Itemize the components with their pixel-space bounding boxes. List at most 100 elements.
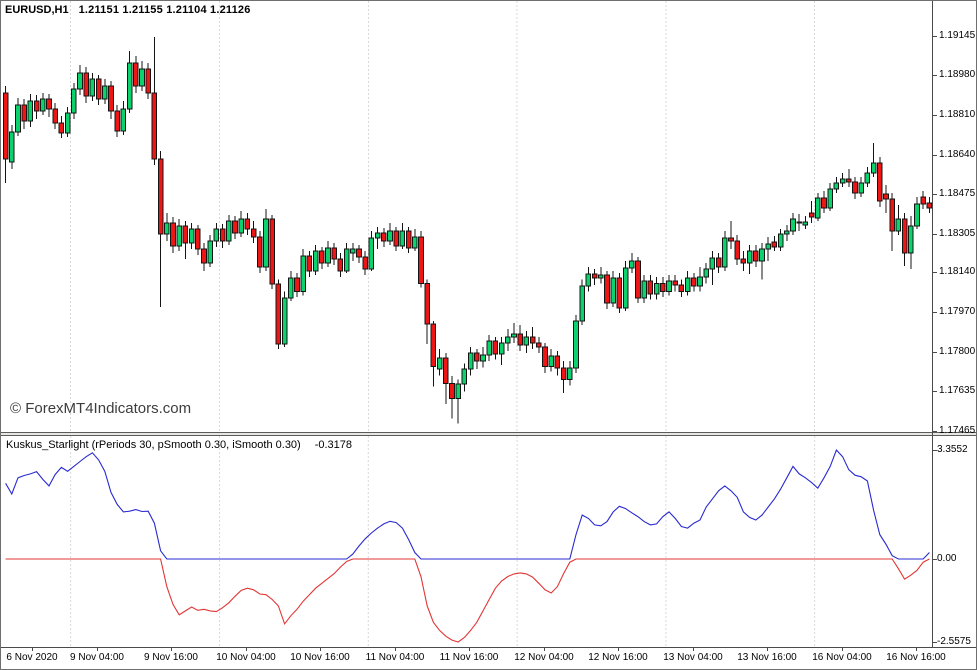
candles-layer	[2, 36, 933, 424]
time-tick	[469, 647, 470, 651]
price-tick	[932, 234, 937, 235]
bear-candle-body	[517, 333, 524, 346]
bull-candle-body	[653, 282, 660, 295]
bull-candle-body	[27, 100, 34, 122]
time-tick	[246, 647, 247, 651]
time-axis-label: 16 Nov 16:00	[886, 652, 946, 663]
bull-candle-body	[641, 280, 648, 299]
indicator-subwindow-canvas[interactable]	[1, 436, 933, 647]
bull-candle-body	[697, 276, 703, 287]
bull-candle-body	[89, 78, 96, 97]
symbol-period-label: EURUSD,H1	[5, 4, 69, 16]
bull-candle-body	[207, 240, 213, 264]
bear-candle-body	[2, 92, 9, 160]
bull-candle-body	[815, 197, 821, 219]
bull-candle-body	[505, 336, 511, 344]
bear-candle-body	[356, 248, 362, 258]
kuskus-positive-line	[5, 448, 930, 560]
indicator-tick	[932, 450, 937, 451]
bull-candle-body	[102, 85, 108, 100]
bear-candle-body	[883, 193, 889, 200]
time-axis-label: 10 Nov 16:00	[290, 652, 350, 663]
bear-candle-body	[430, 323, 437, 367]
bull-candle-body	[399, 230, 406, 247]
bear-candle-body	[560, 367, 567, 380]
bear-candle-body	[753, 250, 759, 262]
bear-candle-body	[554, 355, 561, 369]
bear-candle-body	[145, 68, 151, 94]
bear-candle-body	[846, 178, 852, 183]
bull-candle-body	[839, 178, 846, 184]
bull-candle-body	[77, 72, 83, 90]
bear-candle-body	[244, 218, 251, 230]
bear-candle-body	[201, 248, 207, 264]
bull-candle-body	[784, 230, 790, 235]
price-axis-label: 1.17800	[939, 346, 976, 357]
panel-separator-handle[interactable]	[1, 432, 976, 436]
bull-candle-body	[387, 230, 393, 242]
bull-candle-body	[263, 218, 269, 268]
ohlc-quote-values: 1.21151 1.21155 1.21104 1.21126	[78, 4, 251, 16]
bull-candle-body	[722, 237, 728, 268]
bull-candle-body	[176, 225, 182, 247]
time-axis-label: 16 Nov 04:00	[812, 652, 872, 663]
bear-candle-body	[319, 250, 325, 264]
bear-candle-body	[443, 357, 449, 384]
bear-candle-body	[852, 181, 858, 194]
bear-candle-body	[275, 283, 282, 345]
time-axis-label: 13 Nov 16:00	[737, 652, 797, 663]
bear-candle-body	[418, 236, 424, 284]
time-tick	[842, 647, 843, 651]
bull-candle-body	[71, 88, 77, 114]
bear-candle-body	[604, 274, 610, 304]
price-axis-label: 1.17970	[939, 306, 976, 317]
bear-candle-body	[250, 228, 257, 238]
bear-candle-body	[492, 340, 499, 355]
bear-candle-body	[33, 100, 40, 112]
bear-candle-body	[691, 277, 697, 287]
bear-candle-body	[635, 260, 641, 299]
bull-candle-body	[139, 68, 145, 87]
bull-candle-body	[288, 277, 294, 299]
bull-candle-body	[858, 182, 865, 194]
bull-candle-body	[281, 297, 288, 345]
period-separators	[70, 1, 816, 432]
bear-candle-body	[449, 382, 455, 399]
time-axis-label: 11 Nov 16:00	[439, 652, 499, 663]
watermark-text: © ForexMT4Indicators.com	[10, 400, 192, 417]
bear-candle-body	[808, 212, 815, 218]
bear-candle-body	[529, 336, 536, 344]
bear-candle-body	[901, 218, 908, 254]
bull-candle-body	[64, 112, 71, 134]
bear-candle-body	[257, 236, 263, 268]
bull-candle-body	[213, 228, 220, 242]
bull-candle-body	[461, 368, 468, 385]
time-axis-label: 11 Nov 04:00	[365, 652, 425, 663]
kuskus-negative-line	[5, 558, 930, 643]
bull-candle-body	[777, 233, 784, 248]
indicator-axis-label: -2.5575	[937, 636, 971, 647]
bear-candle-body	[195, 228, 201, 250]
indicator-axis-label: 3.3552	[937, 444, 968, 455]
bear-candle-body	[405, 230, 412, 249]
time-tick	[618, 647, 619, 651]
price-axis-label: 1.18475	[939, 188, 976, 199]
bear-candle-body	[58, 122, 65, 134]
bull-candle-body	[467, 352, 474, 370]
bull-candle-body	[188, 228, 195, 244]
time-axis-label: 10 Nov 04:00	[216, 652, 276, 663]
bear-candle-body	[219, 228, 226, 242]
bull-candle-body	[436, 357, 443, 370]
indicator-tick	[932, 642, 937, 643]
bear-candle-body	[771, 241, 778, 248]
price-tick	[932, 36, 937, 37]
time-tick	[32, 647, 33, 651]
bull-candle-body	[827, 188, 834, 209]
price-axis-label: 1.18305	[939, 228, 976, 239]
candlestick-chart-canvas[interactable]	[1, 1, 933, 432]
bear-candle-body	[536, 342, 542, 348]
bull-candle-body	[498, 342, 505, 355]
price-tick	[932, 352, 937, 353]
bull-candle-body	[585, 273, 592, 287]
bull-candle-body	[914, 203, 920, 227]
